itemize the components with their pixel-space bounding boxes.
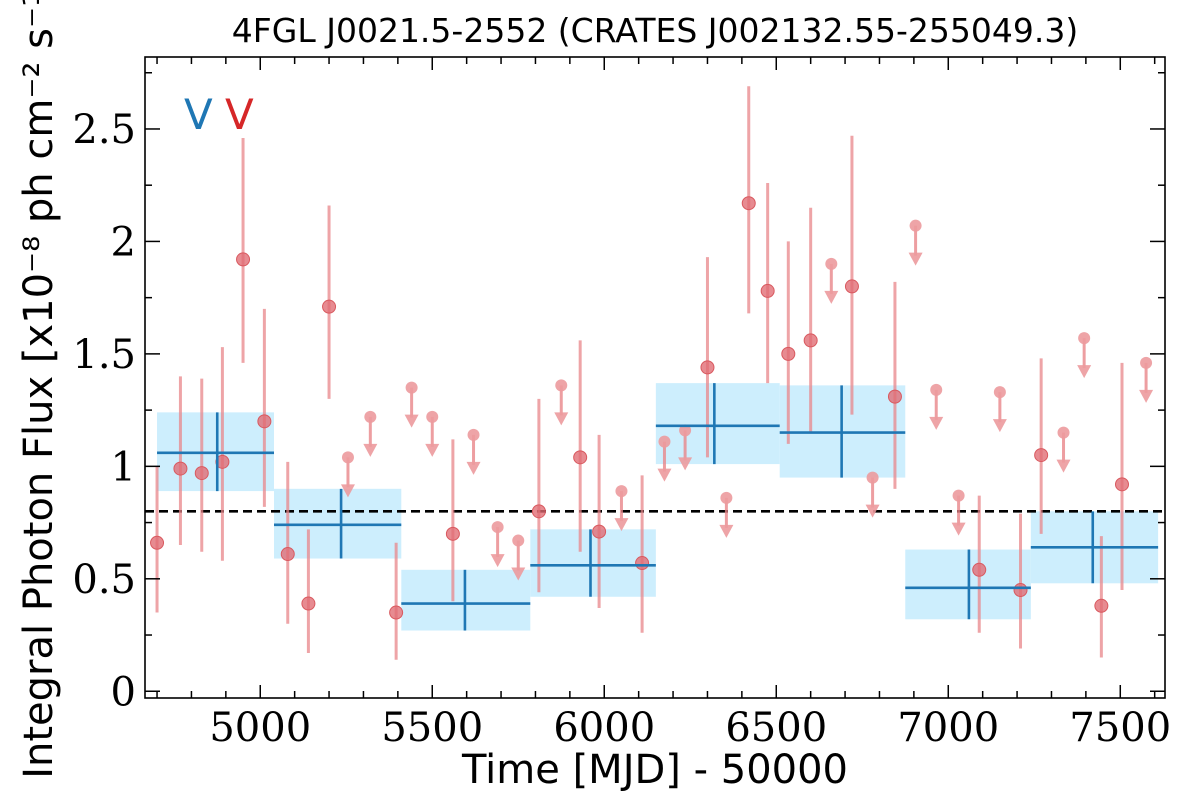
y-tick-label: 2.5 <box>72 107 136 153</box>
upper-limit-point <box>615 485 628 498</box>
detection-point <box>1034 448 1049 463</box>
upper-limit-arrow <box>951 522 966 536</box>
detection-point <box>803 333 818 348</box>
detection-point <box>173 461 188 476</box>
upper-limit-arrow <box>614 518 629 532</box>
upper-limit-point <box>405 381 418 394</box>
upper-limit-point <box>866 471 879 484</box>
detection-point <box>887 389 902 404</box>
detection-point <box>257 414 272 429</box>
upper-limit-point <box>658 435 671 448</box>
detection-point <box>301 596 316 611</box>
x-axis-label: Time [MJD] - 50000 <box>461 747 848 793</box>
x-tick-label: 6500 <box>725 705 827 751</box>
upper-limit-point <box>555 379 568 392</box>
upper-limit-arrow <box>340 484 355 498</box>
detection-point <box>781 346 796 361</box>
detection-point <box>1013 583 1028 598</box>
detection-point <box>844 279 859 294</box>
detection-point <box>592 524 607 539</box>
upper-limit-point <box>467 428 480 441</box>
detection-point <box>760 283 775 298</box>
detection-point <box>236 252 251 267</box>
y-tick-label: 1 <box>111 444 136 490</box>
upper-limit-arrow <box>865 504 880 518</box>
bin-crosses <box>157 383 1159 631</box>
upper-limit-arrow <box>425 443 440 457</box>
upper-limit-arrow <box>466 461 481 475</box>
chart-title: 4FGL J0021.5-2552 (CRATES J002132.55-255… <box>232 11 1078 50</box>
detection-point <box>280 547 295 562</box>
y-tick-label: 0 <box>111 669 136 715</box>
detection-points <box>150 86 1129 660</box>
upper-limit-arrow <box>824 290 839 304</box>
upper-limit-point <box>993 386 1006 399</box>
upper-limit-arrow <box>929 416 944 430</box>
detection-point <box>194 466 209 481</box>
upper-limit-point <box>1057 426 1070 439</box>
upper-limit-arrow <box>511 567 526 581</box>
y-tick-label: 2 <box>111 219 136 265</box>
x-tick-label: 5000 <box>209 705 311 751</box>
x-tick-label: 5500 <box>381 705 483 751</box>
upper-limit-point <box>364 410 377 423</box>
upper-limit-arrow <box>490 554 505 568</box>
x-tick-label: 6000 <box>553 705 655 751</box>
upper-limit-point <box>1078 332 1091 345</box>
plot-frame <box>144 56 1166 699</box>
upper-limit-arrow <box>1077 365 1092 379</box>
detection-point <box>1114 477 1129 492</box>
axis-ticks: 5000 5500 6000 6500 7000 7500 0 0.5 1 1.5 2 2.5 <box>72 57 1171 751</box>
y-tick-label: 1.5 <box>72 332 136 378</box>
y-tick-label: 0.5 <box>72 557 136 603</box>
upper-limit-arrow <box>992 419 1007 433</box>
upper-limit-arrow <box>554 412 569 426</box>
detection-point <box>1094 598 1109 613</box>
upper-limit-arrow <box>363 443 378 457</box>
upper-limit-point <box>491 521 504 534</box>
upper-limit-points <box>340 219 1154 581</box>
upper-limit-point <box>909 219 922 232</box>
detection-point <box>700 360 715 375</box>
detection-point <box>972 562 987 577</box>
upper-limit-point <box>512 534 525 547</box>
upper-limit-arrow <box>657 468 672 482</box>
x-tick-label: 7500 <box>1069 705 1171 751</box>
detection-point <box>215 454 230 469</box>
bin-band <box>655 383 780 465</box>
upper-limit-point <box>426 410 439 423</box>
detection-point <box>573 450 588 465</box>
marker-label-blue: V <box>184 90 213 139</box>
detection-point <box>741 196 756 211</box>
upper-limit-arrow <box>1056 459 1071 473</box>
detection-point <box>389 605 404 620</box>
upper-limit-point <box>1140 356 1153 369</box>
upper-limit-arrow <box>1139 389 1154 403</box>
y-axis-label: Integral Photon Flux [x10⁻⁸ ph cm⁻² s⁻¹] <box>16 0 62 779</box>
upper-limit-point <box>825 257 838 270</box>
upper-limit-point <box>720 491 733 504</box>
upper-limit-point <box>930 383 943 396</box>
marker-label-red: V <box>225 90 254 139</box>
upper-limit-point <box>952 489 965 502</box>
upper-limit-point <box>679 424 692 437</box>
detection-point <box>322 299 337 314</box>
upper-limit-arrow <box>908 252 923 266</box>
upper-limit-arrow <box>678 457 693 471</box>
detection-point <box>150 535 165 550</box>
x-tick-label: 7000 <box>897 705 999 751</box>
detection-point <box>531 504 546 519</box>
detection-point <box>445 526 460 541</box>
bin-band <box>530 529 656 597</box>
upper-limit-arrow <box>404 414 419 428</box>
upper-limit-arrow <box>719 524 734 538</box>
upper-limit-point <box>341 451 354 464</box>
detection-point <box>635 556 650 571</box>
